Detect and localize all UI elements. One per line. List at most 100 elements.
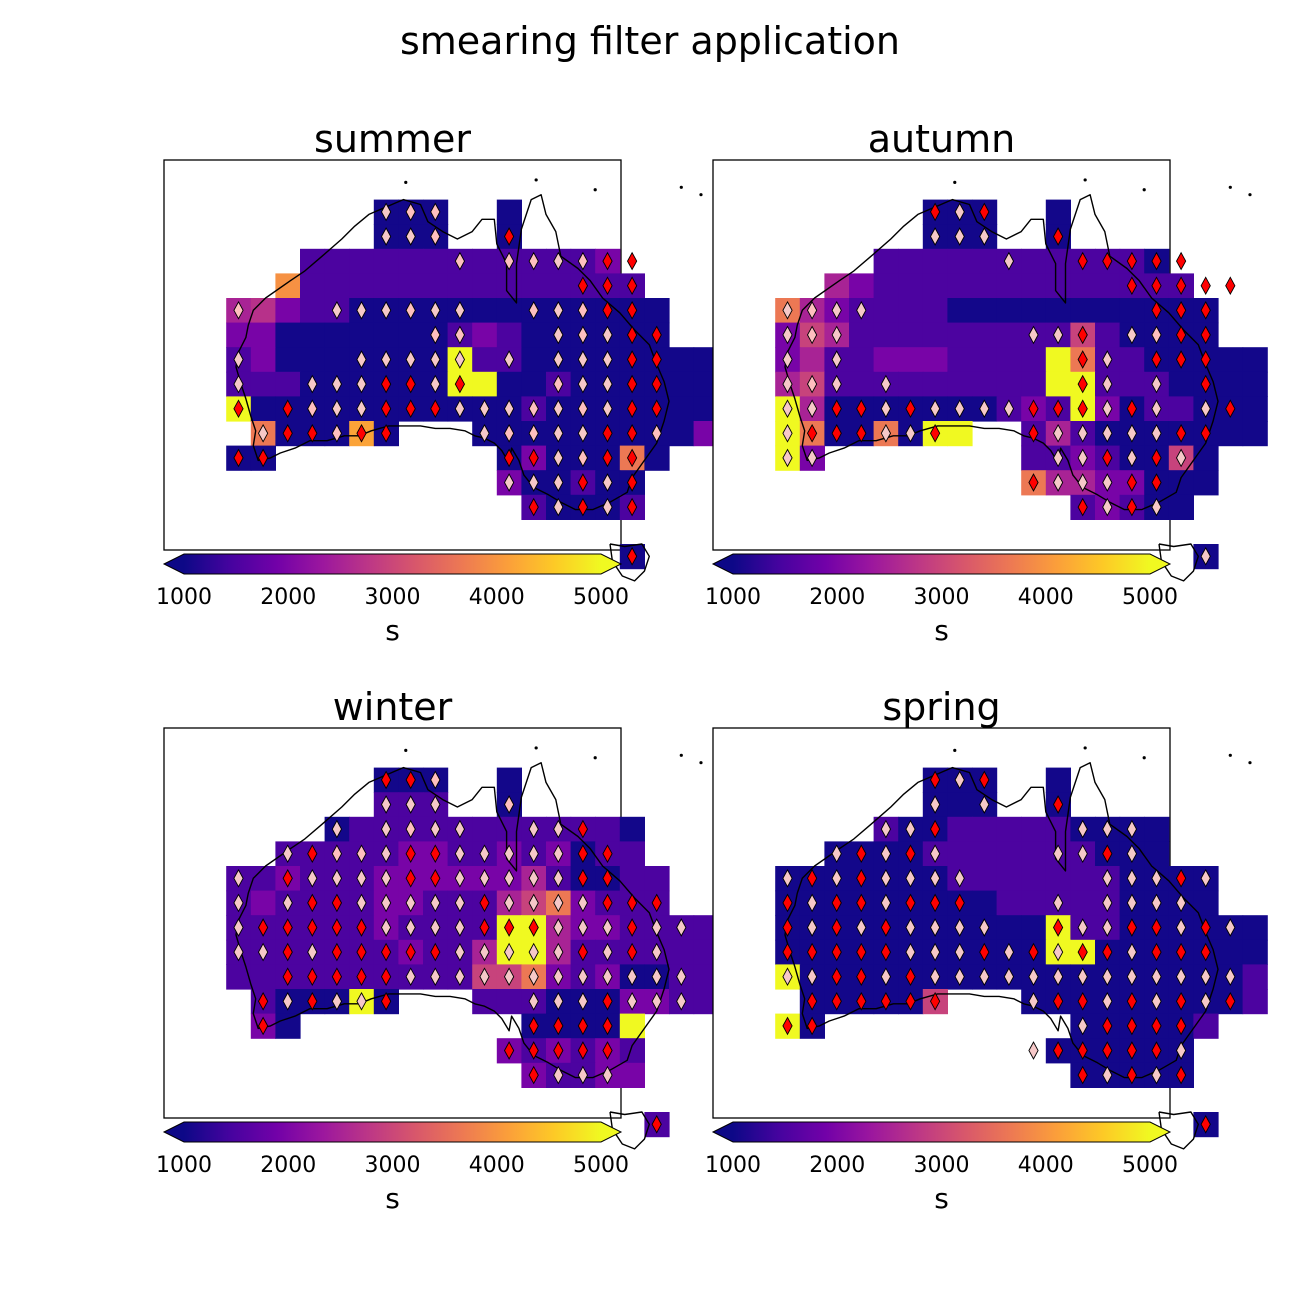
diamond-marker <box>528 251 539 271</box>
diamond-marker <box>380 942 392 962</box>
diamond-marker <box>430 844 441 864</box>
diamond-marker <box>1175 1041 1187 1060</box>
heatmap-cell <box>373 322 399 348</box>
diamond-marker <box>602 967 613 987</box>
diamond-marker <box>430 770 441 790</box>
panel-title: autumn <box>868 117 1015 161</box>
island-mark <box>699 193 703 197</box>
diamond-marker <box>626 473 638 492</box>
diamond-marker <box>626 374 638 394</box>
colorbar-outline <box>162 1121 623 1143</box>
diamond-marker <box>380 202 392 222</box>
diamond-marker <box>831 967 842 987</box>
heatmap-cell <box>1045 371 1071 397</box>
diamond-marker <box>856 399 867 419</box>
diamond-marker <box>405 770 416 790</box>
heatmap-cell <box>1070 273 1096 299</box>
heatmap-cell <box>349 248 375 274</box>
diamond-marker <box>503 1041 515 1060</box>
diamond-marker <box>380 374 392 394</box>
diamond-marker <box>1200 374 1211 394</box>
heatmap-cell <box>496 371 522 397</box>
diamond-marker <box>806 374 818 394</box>
diamond-marker <box>1151 1016 1162 1036</box>
diamond-marker <box>528 1065 539 1085</box>
diamond-marker <box>503 967 515 987</box>
diamond-marker <box>1052 918 1064 937</box>
diamond-marker <box>1200 918 1211 937</box>
diamond-marker <box>1126 423 1138 443</box>
diamond-marker <box>380 868 392 888</box>
colorbar-tick-label: 2000 <box>260 585 316 610</box>
diamond-marker <box>1102 893 1113 913</box>
diamond-marker <box>307 893 318 913</box>
heatmap-cell <box>472 273 498 299</box>
diamond-marker <box>929 868 941 888</box>
heatmap-cell <box>1045 199 1071 225</box>
diamond-markers <box>233 770 687 1134</box>
diamond-marker <box>479 893 490 913</box>
colorbar-tick-label: 5000 <box>573 1153 629 1178</box>
island-mark <box>1142 188 1146 192</box>
heatmap-cell <box>799 347 825 373</box>
figure-title: smearing filter application <box>400 19 900 63</box>
heatmap-cell <box>472 347 498 373</box>
colorbar-outline <box>162 553 623 575</box>
diamond-marker <box>233 399 244 419</box>
diamond-marker <box>1102 399 1113 419</box>
diamond-marker <box>806 448 818 468</box>
diamond-marker <box>553 893 564 913</box>
heatmap-cell <box>1168 470 1194 496</box>
heatmap-cell <box>1119 347 1145 373</box>
heatmap-cell <box>1045 347 1071 373</box>
diamond-marker <box>905 991 916 1011</box>
diamond-marker <box>979 399 990 419</box>
diamond-marker <box>528 423 539 443</box>
island-mark <box>1083 746 1087 750</box>
diamond-marker <box>503 868 515 888</box>
island-mark <box>1228 753 1232 757</box>
diamond-marker <box>880 844 892 864</box>
island-mark <box>1083 178 1087 182</box>
diamond-marker <box>380 844 392 864</box>
heatmap-cell <box>1242 421 1268 447</box>
diamond-marker <box>602 350 613 369</box>
colorbar-outline <box>711 1121 1172 1143</box>
diamond-marker <box>1003 942 1015 962</box>
diamond-marker <box>1077 497 1088 517</box>
diamond-marker <box>405 227 416 246</box>
coastline-mainland <box>784 762 1219 1079</box>
diamond-marker <box>1175 991 1187 1011</box>
diamond-marker <box>1077 942 1088 962</box>
diamond-marker <box>454 325 466 345</box>
heatmap-cell <box>996 816 1022 842</box>
heatmap-cell <box>1168 494 1194 520</box>
diamond-marker <box>626 893 638 913</box>
diamond-marker <box>553 991 564 1011</box>
diamond-marker <box>1126 276 1138 296</box>
heatmap-cell <box>1070 890 1096 916</box>
diamond-marker <box>1175 251 1187 271</box>
diamond-marker <box>233 942 244 962</box>
colorbar-tick-label: 1000 <box>156 1153 212 1178</box>
colorbar: 1000 2000 3000 4000 5000 s <box>156 1121 629 1215</box>
colorbar: 1000 2000 3000 4000 5000 s <box>705 553 1178 647</box>
diamond-marker <box>1126 497 1138 517</box>
diamond-marker <box>307 399 318 419</box>
diamond-marker <box>503 893 515 913</box>
diamond-marker <box>831 300 842 320</box>
diamond-marker <box>602 1016 613 1036</box>
heatmap-cell <box>324 248 350 274</box>
colorbar-extend-min <box>713 554 733 574</box>
diamond-marker <box>602 276 613 296</box>
diamond-marker <box>405 868 416 888</box>
diamond-marker <box>1175 423 1187 443</box>
diamond-marker <box>1052 1041 1064 1060</box>
diamond-marker <box>1151 1065 1162 1085</box>
diamond-marker <box>356 374 367 394</box>
heatmap-cell <box>250 298 276 324</box>
diamond-marker <box>1102 1065 1113 1085</box>
heatmap-cell <box>1144 841 1170 867</box>
colorbar-tick-label: 5000 <box>1122 1153 1178 1178</box>
heatmap-cell <box>972 298 998 324</box>
